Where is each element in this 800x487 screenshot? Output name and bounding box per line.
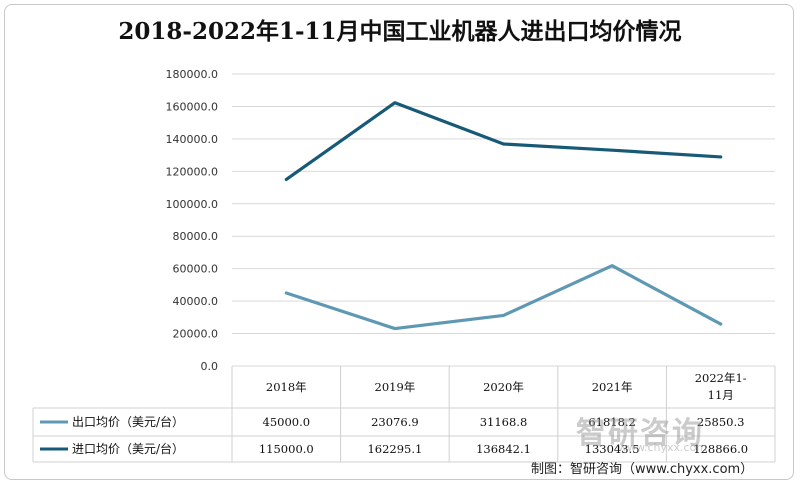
data-label: 23076.9	[371, 415, 419, 429]
watermark-url: www.chyxx.com	[618, 441, 708, 454]
legend-label: 进口均价（美元/台）	[72, 441, 184, 456]
chart-frame	[4, 4, 794, 480]
data-label: 25850.3	[697, 415, 745, 429]
series-line	[284, 264, 723, 331]
data-label: 45000.0	[263, 415, 311, 429]
series-line	[284, 101, 723, 182]
x-tick-label: 2022年1-	[695, 371, 747, 385]
y-tick-label: 180000.0	[166, 68, 219, 81]
data-label: 128866.0	[693, 442, 748, 456]
chart-title: 2018-2022年1-11月中国工业机器人进出口均价情况	[118, 18, 682, 45]
y-tick-label: 60000.0	[173, 263, 219, 276]
y-tick-label: 80000.0	[173, 230, 219, 243]
x-tick-label: 2021年	[592, 380, 633, 394]
data-label: 162295.1	[367, 442, 422, 456]
data-label: 133043.5	[585, 442, 640, 456]
y-tick-label: 20000.0	[173, 328, 219, 341]
data-label: 61818.2	[588, 415, 636, 429]
data-label: 136842.1	[476, 442, 531, 456]
legend-label: 出口均价（美元/台）	[72, 414, 184, 429]
y-tick-label: 120000.0	[166, 165, 219, 178]
y-tick-label: 0.0	[201, 360, 219, 373]
y-tick-label: 100000.0	[166, 198, 219, 211]
watermark: 智研咨询	[576, 416, 704, 451]
y-tick-label: 140000.0	[166, 133, 219, 146]
x-tick-label: 11月	[708, 388, 734, 402]
data-label: 31168.8	[480, 415, 528, 429]
x-tick-label: 2018年	[266, 380, 307, 394]
y-tick-label: 40000.0	[173, 295, 219, 308]
y-tick-label: 160000.0	[166, 100, 219, 113]
x-tick-label: 2020年	[483, 380, 524, 394]
data-label: 115000.0	[259, 442, 314, 456]
x-tick-label: 2019年	[375, 380, 416, 394]
source-credit: 制图：智研咨询（www.chyxx.com）	[531, 462, 754, 477]
